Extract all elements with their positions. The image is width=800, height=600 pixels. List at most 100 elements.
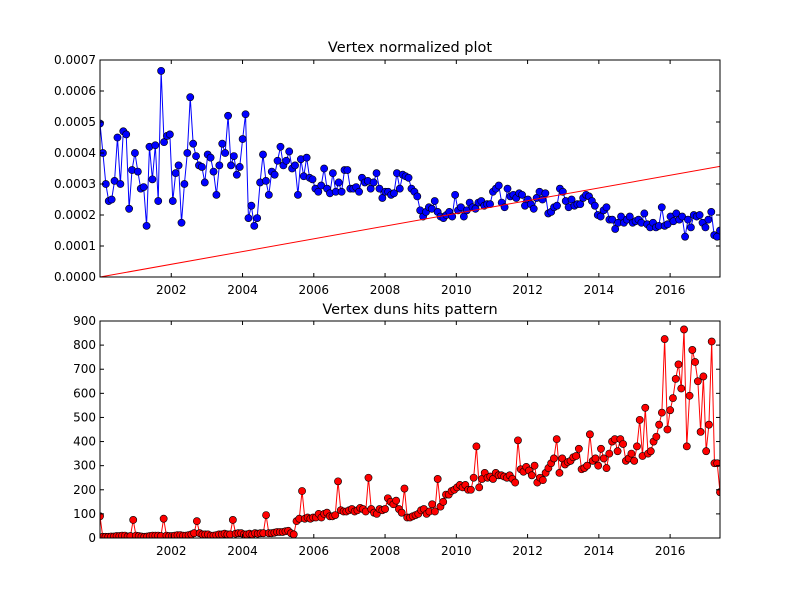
normalized-plot-data-point: [695, 211, 704, 219]
duns-hits-x-tick-label: 2004: [227, 544, 258, 558]
normalized-plot-data-point: [183, 149, 192, 157]
normalized-plot-data-point: [168, 197, 177, 205]
duns-hits-data-point: [586, 430, 594, 439]
duns-hits-data-point: [400, 484, 409, 493]
normalized-plot-x-tick-label: 2004: [227, 283, 258, 297]
normalized-plot-data-point: [131, 149, 139, 157]
normalized-plot-y-tick-label: 0.0006: [54, 84, 96, 98]
normalized-plot-data-point: [372, 169, 381, 178]
normalized-plot-data-point: [686, 223, 695, 232]
normalized-plot-data-point: [186, 93, 195, 102]
duns-hits-data-point: [696, 428, 705, 436]
duns-hits-data-point: [129, 516, 138, 524]
normalized-plot-data-point: [282, 156, 291, 165]
normalized-plot-data-point: [518, 190, 526, 199]
duns-hits-data-point: [364, 473, 373, 482]
normalized-plot-data-point: [681, 232, 689, 241]
normalized-plot-data-point: [459, 212, 468, 221]
normalized-plot-data-point: [224, 111, 232, 120]
duns-hits-x-tick-label: 2010: [441, 544, 472, 558]
duns-hits-data-point: [159, 514, 168, 523]
duns-hits-data-point: [511, 478, 520, 487]
normalized-plot-series: [100, 66, 720, 277]
duns-hits-data-point: [439, 497, 448, 506]
duns-hits-data-point: [627, 449, 636, 458]
normalized-plot-data-point: [270, 170, 279, 179]
normalized-plot-data-point: [174, 161, 183, 170]
duns-hits-data-point: [602, 464, 611, 472]
normalized-plot-data-point: [343, 166, 352, 174]
normalized-plot-data-point: [218, 139, 227, 148]
duns-hits-data-point: [652, 432, 661, 441]
duns-hits-data-point: [619, 440, 628, 448]
duns-hits-y-tick-label: 600: [73, 386, 96, 400]
normalized-plot-data-point: [148, 175, 157, 184]
normalized-plot-x-tick-label: 2010: [441, 283, 472, 297]
normalized-plot-data-point: [189, 139, 198, 148]
normalized-plot-data-point: [602, 203, 611, 212]
normalized-plot-data-point: [200, 178, 209, 187]
duns-hits-y-tick-label: 0: [88, 531, 96, 545]
normalized-plot-data-point: [395, 184, 404, 193]
duns-hits-data-point: [666, 406, 675, 415]
normalized-plot-data-point: [154, 197, 163, 205]
normalized-plot-data-point: [192, 152, 200, 160]
duns-hits-data-point: [680, 325, 688, 334]
normalized-plot-data-point: [113, 133, 122, 142]
duns-hits-data-point: [334, 477, 342, 486]
duns-hits-data-point: [699, 372, 708, 381]
duns-hits-data-point: [663, 425, 672, 434]
normalized-plot-data-point: [558, 187, 567, 196]
normalized-plot-data-point: [314, 187, 323, 196]
duns-hits-data-point: [289, 530, 298, 538]
duns-hits-data-point: [552, 435, 561, 444]
duns-hits-data-point: [635, 415, 644, 424]
duns-hits-data-point: [594, 461, 603, 470]
duns-hits-series: [100, 325, 720, 538]
duns-hits-data-point: [705, 420, 713, 429]
normalized-plot-data-point: [212, 190, 221, 199]
duns-hits-data-point: [583, 461, 592, 470]
normalized-plot-y-tick-label: 0.0000: [54, 270, 96, 284]
duns-hits-data-point: [702, 447, 711, 456]
normalized-plot-axes: 2002 2004 2006 2008 2010 2012 2014 2016 0.0000 0.…: [54, 53, 720, 297]
normalized-plot-data-point: [713, 232, 720, 241]
duns-hits-data-point: [192, 517, 201, 526]
normalized-plot-data-point: [640, 209, 649, 218]
duns-hits-data-point: [428, 500, 437, 509]
duns-hits-data-point: [671, 374, 680, 383]
duns-hits-data-point: [431, 507, 439, 516]
duns-hits-x-tick-label: 2008: [370, 544, 401, 558]
duns-hits-x-tick-label: 2012: [512, 544, 543, 558]
normalized-plot-data-point: [320, 164, 329, 173]
duns-hits-x-tick-label: 2016: [655, 544, 686, 558]
normalized-plot-data-point: [107, 195, 116, 204]
normalized-plot-data-point: [378, 194, 387, 202]
normalized-plot-x-tick-label: 2016: [655, 283, 686, 297]
normalized-plot-data-point: [125, 204, 134, 213]
normalized-plot-data-point: [180, 180, 189, 188]
duns-hits-data-point: [381, 505, 389, 513]
duns-hits-data-point: [657, 408, 666, 417]
duns-hits-data-point: [641, 403, 650, 412]
normalized-plot-title: Vertex normalized plot: [328, 40, 493, 56]
duns-hits-data-point: [669, 394, 677, 403]
duns-hits-data-point: [691, 358, 699, 366]
normalized-plot-y-tick-label: 0.0003: [54, 177, 96, 191]
normalized-plot-panel: Vertex normalized plot 2002 2004 2006 2008 2…: [54, 40, 721, 297]
normalized-plot-data-point: [328, 169, 337, 178]
duns-hits-data-point: [646, 447, 655, 456]
normalized-plot-data-point: [707, 207, 716, 216]
normalized-plot-data-point: [404, 173, 413, 182]
duns-hits-y-tick-label: 900: [73, 314, 96, 328]
normalized-plot-data-point: [232, 170, 241, 179]
normalized-plot-data-point: [308, 175, 317, 184]
normalized-plot-data-point: [657, 203, 666, 212]
normalized-plot-data-point: [355, 187, 363, 196]
duns-hits-data-point: [707, 337, 716, 346]
duns-hits-y-tick-label: 100: [73, 507, 96, 521]
normalized-plot-x-tick-label: 2002: [156, 283, 187, 297]
duns-hits-data-point: [397, 508, 406, 517]
duns-hits-y-tick-label: 200: [73, 483, 96, 497]
duns-hits-data-point: [475, 483, 484, 492]
